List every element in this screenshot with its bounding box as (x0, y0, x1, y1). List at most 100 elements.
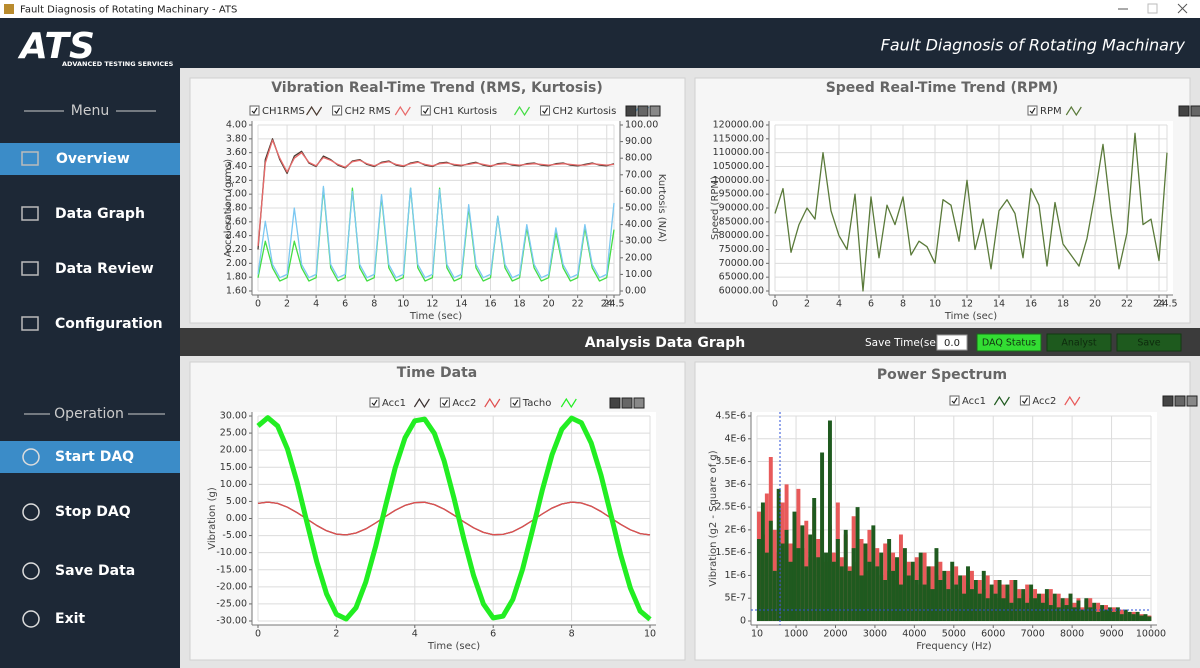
operation-item[interactable]: Exit (55, 611, 85, 627)
legend-checkbox[interactable] (510, 397, 521, 408)
y-tick-label: 3E-6 (724, 479, 746, 490)
x-tick-label: 4 (313, 299, 319, 310)
y-tick-label: -5.00 (222, 530, 247, 541)
y-tick-label: 1.60 (226, 286, 247, 297)
zoom-tool[interactable] (621, 397, 633, 409)
menu-highlight (0, 143, 180, 175)
legend-swatch (394, 105, 411, 117)
menu-icon (21, 261, 39, 276)
zoom-tool[interactable] (625, 105, 637, 117)
x-tick-label: 10 (929, 299, 941, 310)
legend-checkbox[interactable] (540, 105, 550, 116)
operation-item[interactable]: Stop DAQ (55, 504, 131, 520)
x-tick-label: 10000 (1136, 629, 1166, 640)
legend-check (512, 399, 519, 406)
menu-item[interactable]: Overview (56, 151, 130, 167)
logo-name: ATS (17, 26, 95, 67)
menu-icon (21, 206, 39, 221)
menu-item[interactable]: Data Graph (55, 206, 145, 222)
legend-checkbox[interactable] (949, 395, 960, 406)
x-tick-label: 7000 (1021, 629, 1045, 640)
zoom-tool[interactable] (1186, 395, 1198, 407)
y2-tick-label: 40.00 (625, 219, 652, 230)
operation-item[interactable]: Save Data (55, 563, 135, 579)
legend-checkbox[interactable] (369, 397, 380, 408)
x-tick-label: 8 (371, 299, 377, 310)
y-tick-label: 3.20 (226, 175, 247, 186)
legend-check (951, 397, 958, 404)
operation-item[interactable]: Start DAQ (55, 449, 134, 465)
menu-item[interactable]: Data Review (55, 261, 154, 277)
operation-icon (22, 562, 40, 580)
x-tick-label: 6 (342, 299, 348, 310)
series-line (774, 132, 1168, 292)
y2-tick-label: 30.00 (625, 236, 652, 247)
y2-tick-label: 90.00 (625, 136, 652, 147)
close-button[interactable] (1177, 3, 1188, 14)
x-tick-label: 4000 (902, 629, 926, 640)
analyst-button[interactable] (1046, 333, 1112, 352)
legend-checkbox[interactable] (420, 105, 431, 116)
y2-tick-label: 0.00 (625, 286, 646, 297)
zoom-tool[interactable] (1174, 395, 1186, 407)
y-tick-label: 30.00 (220, 411, 247, 422)
y-tick-label: 70000.00 (719, 258, 764, 269)
zoom-tool[interactable] (649, 105, 661, 117)
maximize-button[interactable] (1147, 3, 1158, 14)
chart-title: Time Data (397, 365, 478, 381)
y-tick-label: 85000.00 (719, 216, 764, 227)
zoom-tool[interactable] (633, 397, 645, 409)
y-tick-label: -20.00 (216, 581, 247, 592)
x-tick-label: 20 (1089, 299, 1101, 310)
save-time-input[interactable] (936, 334, 968, 351)
y-tick-label: 10.00 (220, 479, 247, 490)
zoom-tool[interactable] (637, 105, 649, 117)
y-tick-label: -10.00 (216, 547, 247, 558)
y-tick-label: 75000.00 (719, 244, 764, 255)
y-tick-label: 2.60 (226, 216, 247, 227)
operation-icon (22, 448, 40, 466)
zoom-tool[interactable] (1190, 105, 1200, 117)
zoom-tool[interactable] (609, 397, 621, 409)
x-tick-label: 8 (569, 629, 575, 640)
daq-status-button[interactable] (976, 333, 1042, 352)
y-tick-label: 65000.00 (719, 272, 764, 283)
y-tick-label: -30.00 (216, 616, 247, 627)
x-tick-label: 0 (772, 299, 778, 310)
legend-checkbox[interactable] (249, 105, 260, 116)
y-tick-label: 1.80 (226, 272, 247, 283)
legend-checkbox[interactable] (332, 105, 343, 116)
legend-swatch (993, 395, 1010, 407)
zoom-tool[interactable] (1178, 105, 1190, 117)
zoom-tool[interactable] (1162, 395, 1174, 407)
legend-checkbox[interactable] (439, 397, 450, 408)
legend-checkbox[interactable] (1019, 395, 1030, 406)
save-button[interactable] (1116, 333, 1182, 352)
y-tick-label: -25.00 (216, 598, 247, 609)
header-title: Fault Diagnosis of Rotating Machinary (881, 36, 1186, 55)
series-line (257, 185, 615, 279)
legend-checkbox[interactable] (1027, 105, 1038, 116)
legend-check (542, 107, 549, 114)
legend-swatch (484, 397, 501, 409)
y2-tick-label: 80.00 (625, 153, 652, 164)
y-tick-label: 3.60 (226, 147, 247, 158)
chart-title: Power Spectrum (877, 367, 1007, 383)
x-tick-label: 2 (804, 299, 810, 310)
x-tick-label: 20 (543, 299, 555, 310)
button-label: Analyst (1061, 338, 1097, 349)
y-tick-label: 1.5E-6 (715, 547, 746, 558)
series-line (257, 139, 615, 247)
header (0, 18, 1200, 68)
menu-item[interactable]: Configuration (55, 316, 163, 332)
legend-label: CH2 RMS (345, 106, 391, 117)
legend-label: Acc1 (962, 396, 986, 407)
y2-tick-label: 60.00 (625, 186, 652, 197)
operation-icon (22, 610, 40, 628)
x-tick-label: 0 (255, 299, 261, 310)
legend-label: CH1 Kurtosis (433, 106, 497, 117)
x-tick-label: 14 (455, 299, 467, 310)
button-label: Save (1137, 338, 1160, 349)
x-tick-label: 8 (900, 299, 906, 310)
